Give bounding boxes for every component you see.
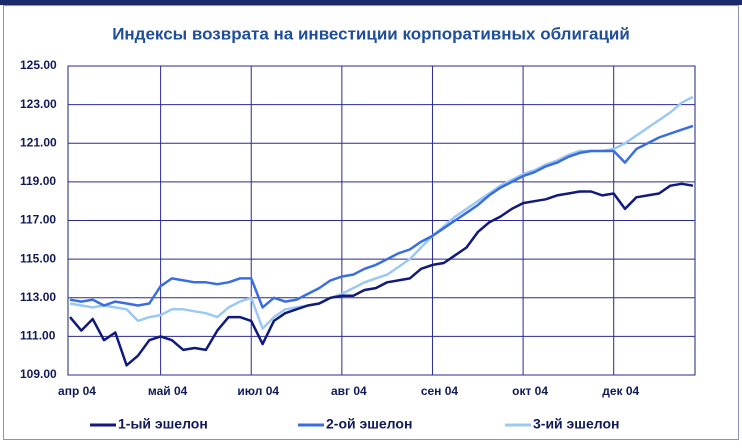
series-line: [69, 182, 694, 367]
y-tick-label: 121.00: [20, 135, 57, 149]
y-tick-label: 113.00: [20, 290, 56, 304]
legend-label: 1-ый эшелон: [118, 416, 208, 432]
y-tick-label: 111.00: [20, 329, 56, 343]
x-tick-label: апр 04: [58, 384, 96, 398]
y-tick-label: 109.00: [20, 367, 57, 381]
x-tick-label: июл 04: [237, 384, 279, 398]
x-tick-label: окт 04: [512, 384, 548, 398]
series-line: [69, 124, 694, 309]
x-tick-label: сен 04: [421, 384, 459, 398]
top-band: [0, 0, 742, 5]
x-tick-label: май 04: [148, 384, 188, 398]
y-tick-label: 117.00: [20, 213, 56, 227]
chart-title: Индексы возврата на инвестиции корпорати…: [112, 24, 630, 43]
x-tick-label: авг 04: [331, 384, 367, 398]
y-tick-label: 119.00: [20, 174, 56, 188]
y-tick-label: 125.00: [20, 58, 57, 72]
y-tick-label: 115.00: [20, 251, 56, 265]
legend-label: 3-ий эшелон: [533, 416, 619, 432]
x-tick-label: дек 04: [602, 384, 639, 398]
y-tick-label: 123.00: [20, 97, 57, 111]
legend-label: 2-ой эшелон: [326, 416, 412, 432]
